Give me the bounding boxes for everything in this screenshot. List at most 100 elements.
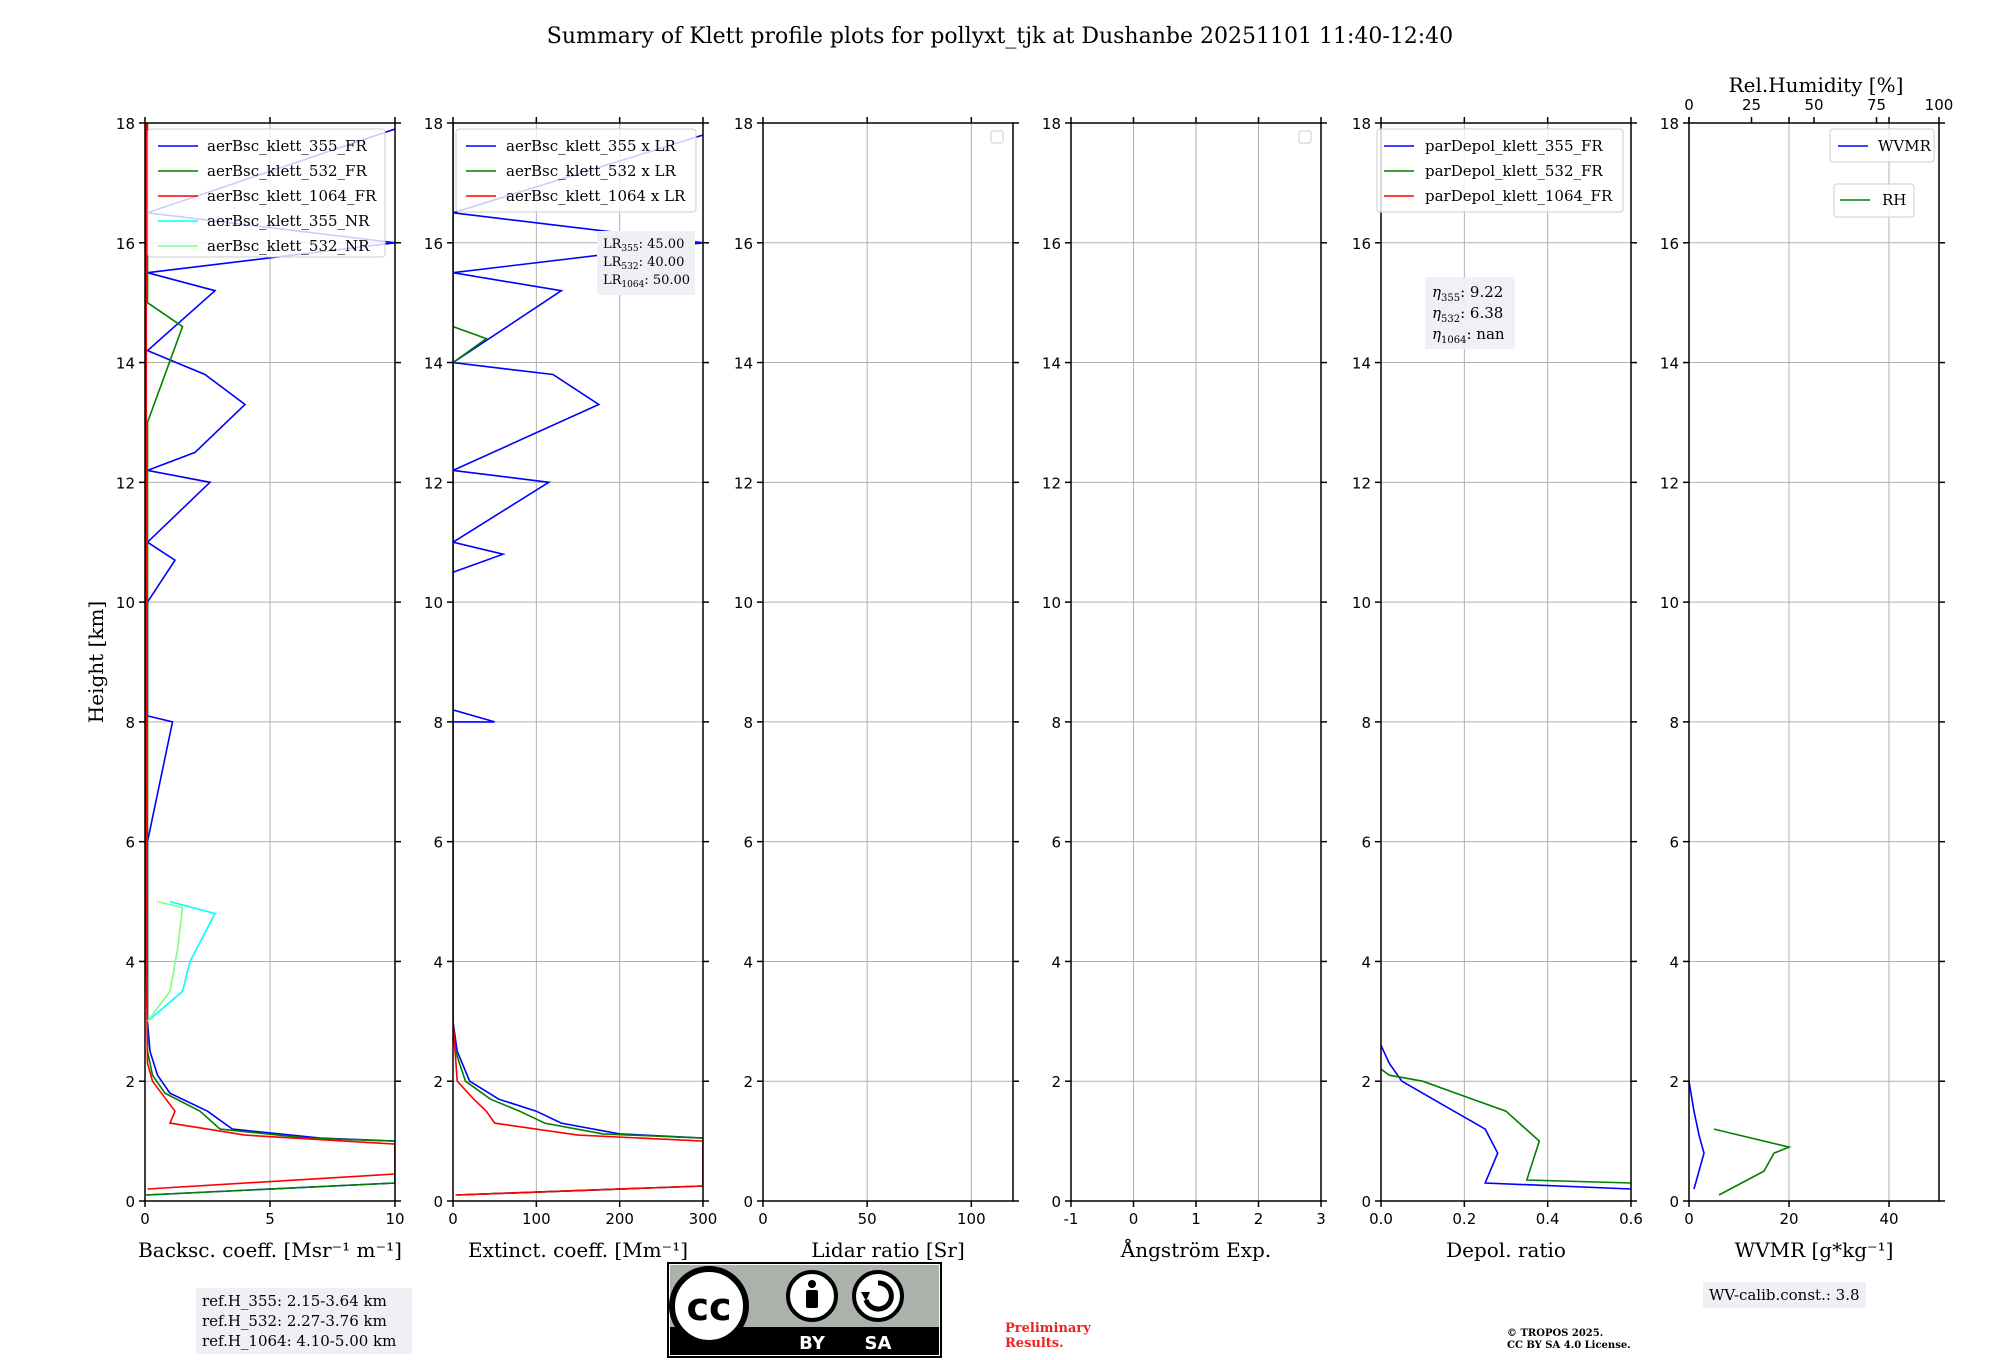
series-aerBsc_klett_1064_FR — [145, 123, 395, 1190]
series-aerBsc_klett_355_NR — [146, 900, 217, 1022]
y-tick-label: 2 — [1361, 1073, 1371, 1091]
series-parDepol_klett_532_FR — [1381, 1068, 1631, 1184]
x-tick-label: 40 — [1879, 1210, 1898, 1228]
x-tick-label: -1 — [1064, 1210, 1079, 1228]
sa-label: SA — [865, 1333, 892, 1354]
series-group — [1381, 1044, 1631, 1190]
y-tick-label: 12 — [734, 474, 753, 492]
share-alike-icon — [852, 1270, 904, 1322]
y-tick-label: 0 — [1669, 1193, 1679, 1211]
series-RH — [1713, 1128, 1792, 1196]
lr-1064-value: 50.00 — [653, 273, 690, 288]
y-tick-label: 12 — [1660, 474, 1679, 492]
svg-text:η532: 6.38: η532: 6.38 — [1432, 304, 1503, 325]
y-tick-label: 0 — [743, 1193, 753, 1211]
rh-tick-label: 100 — [1925, 96, 1954, 114]
y-tick-label: 2 — [743, 1073, 753, 1091]
x-tick-label: 200 — [605, 1210, 634, 1228]
svg-text:LR355: 45.00: LR355: 45.00 — [603, 237, 684, 254]
preliminary-line-1: Preliminary — [1005, 1321, 1091, 1336]
y-tick-label: 2 — [125, 1073, 135, 1091]
x-tick-label: 5 — [265, 1210, 275, 1228]
y-tick-label: 10 — [1352, 594, 1371, 612]
x-tick-label: 1 — [1191, 1210, 1201, 1228]
axes-frame — [1688, 122, 1940, 1202]
axes-frame — [144, 122, 396, 1202]
reference-height-box: ref.H_355: 2.15-3.64 km ref.H_532: 2.27-… — [196, 1288, 412, 1354]
rh-tick-label: 25 — [1742, 96, 1761, 114]
legend-extinction: aerBsc_klett_355 x LR aerBsc_klett_532 x… — [455, 128, 697, 213]
eta-355-value: 9.22 — [1470, 283, 1503, 301]
y-tick-label: 8 — [433, 714, 443, 732]
wv-calib-box: WV-calib.const.: 3.8 — [1703, 1282, 1866, 1308]
x-tick-label: 0 — [758, 1210, 768, 1228]
panel-4: 0 2 4 6 8 10 12 14 16 18 0.0 0.2 0.4 0.6 Depol. ratio — [1352, 115, 1643, 1262]
rh-tick-label: 0 — [1684, 96, 1694, 114]
legend-wvmr: WVMR — [1829, 128, 1935, 163]
x-tick-label: 50 — [858, 1210, 877, 1228]
y-tick-label: 4 — [125, 953, 135, 971]
svg-text:LR1064: 50.00: LR1064: 50.00 — [603, 273, 690, 290]
cc-by-sa-badge: cc BY SA — [667, 1262, 942, 1358]
legend-depol: parDepol_klett_355_FR parDepol_klett_532… — [1376, 128, 1624, 213]
y-tick-label: 18 — [1042, 115, 1061, 133]
legend-item: aerBsc_klett_532_FR — [207, 162, 367, 180]
y-tick-label: 18 — [734, 115, 753, 133]
axes-frame — [762, 122, 1014, 1202]
eta-1064-value: nan — [1476, 325, 1505, 343]
legend-item: aerBsc_klett_355_NR — [207, 212, 370, 230]
x-tick-label: 0.4 — [1536, 1210, 1560, 1228]
y-tick-label: 4 — [433, 953, 443, 971]
x-axis-label: Depol. ratio — [1446, 1238, 1566, 1262]
y-tick-label: 4 — [743, 953, 753, 971]
lr-355-value: 45.00 — [647, 237, 684, 252]
x-tick-label: 100 — [522, 1210, 551, 1228]
y-tick-label: 2 — [433, 1073, 443, 1091]
x-tick-label: 0 — [140, 1210, 150, 1228]
y-tick-label: 10 — [116, 594, 135, 612]
figure-title: Summary of Klett profile plots for polly… — [547, 24, 1453, 49]
ref-h-1064: ref.H_1064: 4.10-5.00 km — [202, 1332, 397, 1350]
series-WVMR — [1689, 1081, 1705, 1190]
y-tick-label: 6 — [125, 834, 135, 852]
series-aerBsc_klett_1064 x LR — [453, 123, 703, 1196]
ref-h-355: ref.H_355: 2.15-3.64 km — [202, 1292, 387, 1310]
y-tick-label: 6 — [1051, 834, 1061, 852]
y-tick-label: 2 — [1669, 1073, 1679, 1091]
x-axis-label: Lidar ratio [Sr] — [811, 1238, 965, 1262]
y-tick-label: 16 — [734, 235, 753, 253]
x-tick-label: 0.6 — [1619, 1210, 1643, 1228]
y-tick-label: 0 — [1361, 1193, 1371, 1211]
cc-logo-icon — [669, 1266, 749, 1346]
x-axis-label: Ångström Exp. — [1120, 1237, 1271, 1262]
y-tick-label: 16 — [1352, 235, 1371, 253]
y-tick-label: 16 — [1042, 235, 1061, 253]
y-tick-label: 12 — [424, 474, 443, 492]
y-tick-label: 4 — [1051, 953, 1061, 971]
axes-frame — [1380, 122, 1632, 1202]
rh-tick-label: 50 — [1804, 96, 1823, 114]
svg-text:LR532: 40.00: LR532: 40.00 — [603, 255, 684, 272]
legend-item: aerBsc_klett_532 x LR — [506, 162, 677, 180]
x-tick-label: 100 — [957, 1210, 986, 1228]
x-tick-label: 3 — [1316, 1210, 1326, 1228]
series-aerBsc_klett_532 x LR — [453, 123, 703, 1196]
y-tick-label: 14 — [734, 355, 753, 373]
legend-item: aerBsc_klett_355_FR — [207, 137, 367, 155]
y-tick-label: 8 — [1051, 714, 1061, 732]
legend-backscatter: aerBsc_klett_355_FR aerBsc_klett_532_FR … — [147, 128, 386, 258]
y-tick-label: 4 — [1361, 953, 1371, 971]
y-tick-label: 6 — [1669, 834, 1679, 852]
y-tick-label: 10 — [734, 594, 753, 612]
y-tick-label: 12 — [116, 474, 135, 492]
copyright-line-1: © TROPOS 2025. — [1507, 1328, 1603, 1339]
by-label: BY — [799, 1333, 826, 1354]
y-tick-label: 14 — [1042, 355, 1061, 373]
y-tick-label: 16 — [116, 235, 135, 253]
y-tick-label: 6 — [1361, 834, 1371, 852]
axes-frame — [1070, 122, 1322, 1202]
wv-calib-text: WV-calib.const.: 3.8 — [1709, 1286, 1860, 1304]
